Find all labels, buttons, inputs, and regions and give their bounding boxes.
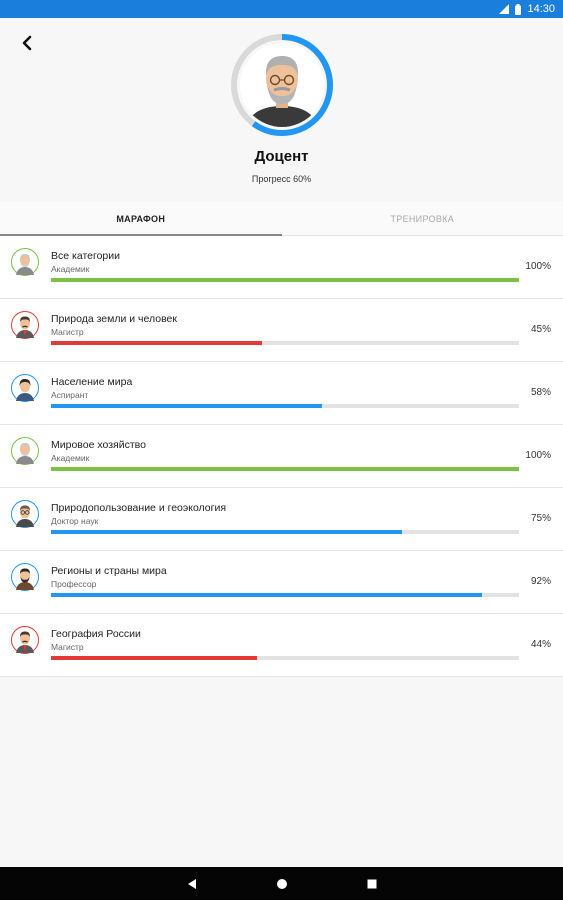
doctor-avatar-icon bbox=[11, 500, 39, 528]
category-rank: Аспирант bbox=[51, 390, 89, 400]
master-avatar-icon bbox=[11, 311, 39, 339]
category-title: Население мира bbox=[51, 376, 133, 388]
profile-header: Доцент Прогресс 60% bbox=[0, 18, 563, 202]
category-list: Все категории Академик 100% Природа земл… bbox=[0, 236, 563, 677]
status-bar: 14:30 bbox=[0, 0, 563, 18]
circle-home-icon bbox=[276, 878, 287, 889]
progress-bar-fill bbox=[51, 341, 262, 345]
postgrad-avatar-icon bbox=[11, 374, 39, 402]
progress-bar-fill bbox=[51, 593, 482, 597]
nav-home-button[interactable] bbox=[272, 874, 292, 894]
profile-progress-text: Прогресс 60% bbox=[251, 174, 312, 184]
mode-tabs: МАРАФОН ТРЕНИРОВКА bbox=[0, 202, 563, 236]
category-rank: Магистр bbox=[51, 327, 84, 337]
category-percent: 100% bbox=[525, 450, 551, 461]
progress-bar-fill bbox=[51, 530, 402, 534]
category-row[interactable]: Население мира Аспирант 58% bbox=[0, 362, 563, 425]
system-nav-bar bbox=[0, 867, 563, 900]
category-rank: Академик bbox=[51, 453, 90, 463]
academic-avatar-icon bbox=[11, 437, 39, 465]
triangle-back-icon bbox=[187, 878, 196, 889]
status-time: 14:30 bbox=[527, 3, 555, 15]
category-title: Природопользование и геоэкология bbox=[51, 502, 227, 514]
signal-icon bbox=[499, 4, 510, 14]
category-rank: Профессор bbox=[51, 579, 97, 589]
category-rank: Доктор наук bbox=[51, 516, 99, 526]
profile-avatar bbox=[231, 34, 333, 136]
category-title: Мировое хозяйство bbox=[51, 439, 146, 451]
professor-avatar-icon bbox=[11, 563, 39, 591]
category-rank: Магистр bbox=[51, 642, 84, 652]
category-row[interactable]: География России Магистр 44% bbox=[0, 614, 563, 677]
progress-bar bbox=[51, 656, 519, 660]
nav-back-button[interactable] bbox=[182, 874, 202, 894]
category-title: Все категории bbox=[51, 250, 120, 262]
category-percent: 75% bbox=[530, 513, 551, 524]
docent-avatar-icon bbox=[243, 56, 321, 127]
category-title: География России bbox=[51, 628, 141, 640]
profile-rank-title: Доцент bbox=[254, 148, 309, 165]
progress-bar bbox=[51, 404, 519, 408]
progress-bar-fill bbox=[51, 404, 323, 408]
back-button[interactable] bbox=[14, 30, 40, 56]
tab-training[interactable]: ТРЕНИРОВКА bbox=[390, 213, 455, 224]
progress-bar bbox=[51, 278, 519, 282]
category-title: Природа земли и человек bbox=[51, 313, 177, 325]
category-rank: Академик bbox=[51, 264, 90, 274]
nav-recents-button[interactable] bbox=[362, 874, 382, 894]
category-percent: 45% bbox=[530, 324, 551, 335]
category-percent: 100% bbox=[525, 261, 551, 272]
category-row[interactable]: Регионы и страны мира Профессор 92% bbox=[0, 551, 563, 614]
category-row[interactable]: Природопользование и геоэкология Доктор … bbox=[0, 488, 563, 551]
category-row[interactable]: Все категории Академик 100% bbox=[0, 236, 563, 299]
back-arrow-icon bbox=[22, 35, 32, 51]
category-percent: 92% bbox=[530, 576, 551, 587]
progress-bar bbox=[51, 530, 519, 534]
progress-bar-fill bbox=[51, 278, 519, 282]
academic-avatar-icon bbox=[11, 248, 39, 276]
category-row[interactable]: Мировое хозяйство Академик 100% bbox=[0, 425, 563, 488]
progress-bar-fill bbox=[51, 656, 257, 660]
category-percent: 44% bbox=[530, 639, 551, 650]
progress-bar-fill bbox=[51, 467, 519, 471]
category-title: Регионы и страны мира bbox=[51, 565, 167, 577]
battery-icon bbox=[515, 3, 522, 15]
category-percent: 58% bbox=[530, 387, 551, 398]
progress-ring-fill bbox=[231, 34, 333, 136]
master-avatar-icon bbox=[11, 626, 39, 654]
square-recents-icon bbox=[367, 879, 376, 888]
progress-bar bbox=[51, 593, 519, 597]
tab-marathon[interactable]: МАРАФОН bbox=[0, 202, 282, 236]
progress-bar bbox=[51, 467, 519, 471]
category-row[interactable]: Природа земли и человек Магистр 45% bbox=[0, 299, 563, 362]
progress-bar bbox=[51, 341, 519, 345]
